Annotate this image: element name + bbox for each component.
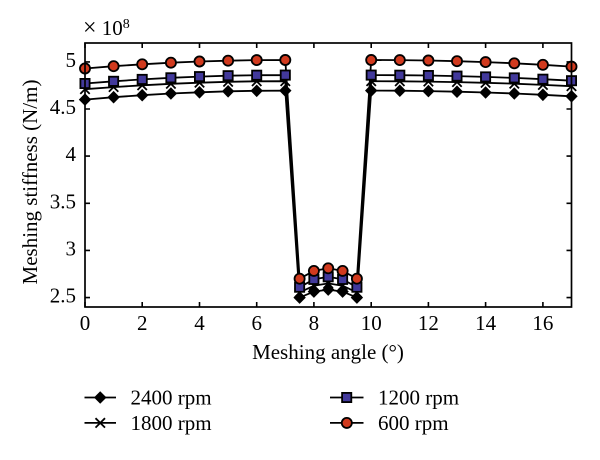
svg-text:Meshing angle (°): Meshing angle (°) [252, 340, 404, 364]
svg-text:× 108: × 108 [83, 15, 130, 41]
svg-text:4.5: 4.5 [50, 95, 76, 119]
svg-text:4: 4 [66, 142, 77, 166]
svg-text:3.5: 3.5 [50, 189, 76, 213]
svg-text:2: 2 [137, 311, 148, 335]
svg-text:0: 0 [80, 311, 91, 335]
svg-text:2400 rpm: 2400 rpm [131, 386, 212, 410]
svg-text:Meshing stiffness (N/m): Meshing stiffness (N/m) [18, 80, 42, 285]
svg-text:12: 12 [418, 311, 439, 335]
svg-text:4: 4 [194, 311, 205, 335]
svg-text:1200 rpm: 1200 rpm [378, 386, 459, 410]
svg-text:5: 5 [66, 48, 77, 72]
svg-text:6: 6 [251, 311, 262, 335]
svg-text:10: 10 [361, 311, 382, 335]
svg-text:3: 3 [66, 236, 77, 260]
svg-text:1800 rpm: 1800 rpm [131, 411, 212, 435]
svg-text:16: 16 [532, 311, 553, 335]
svg-text:600 rpm: 600 rpm [378, 411, 449, 435]
svg-text:2.5: 2.5 [50, 284, 76, 308]
svg-text:14: 14 [475, 311, 497, 335]
svg-text:8: 8 [309, 311, 320, 335]
